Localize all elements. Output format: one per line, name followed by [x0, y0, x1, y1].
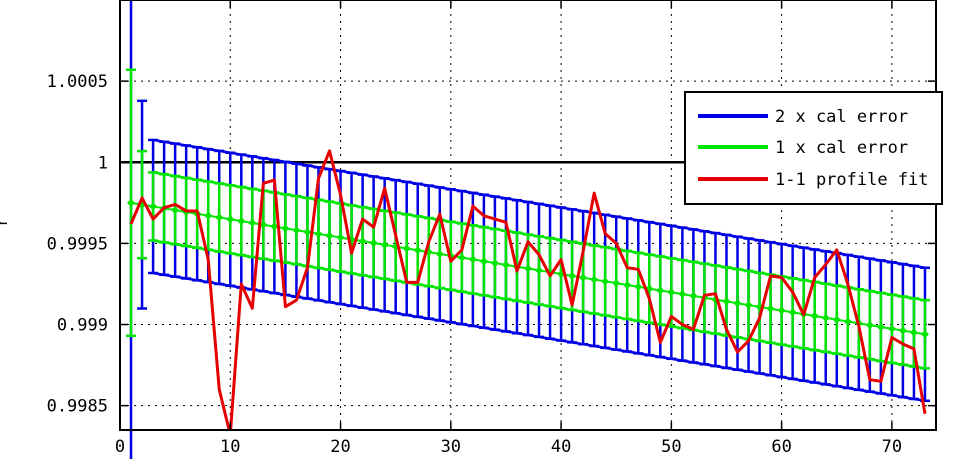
- green-center-marker: [590, 275, 599, 284]
- green-center-marker: [568, 271, 577, 280]
- green-center-marker: [413, 246, 422, 255]
- green-center-marker: [237, 217, 246, 226]
- green-center-marker: [149, 202, 158, 211]
- green-center-marker: [887, 324, 896, 333]
- green-upper-envelope: [152, 171, 926, 302]
- legend-label-1x: 1 x cal error: [775, 138, 908, 158]
- green-center-marker: [898, 326, 907, 335]
- green-center-marker: [733, 299, 742, 308]
- y-tick-label: 0.999: [57, 316, 108, 336]
- green-center-marker: [909, 328, 918, 337]
- green-center-marker: [402, 244, 411, 253]
- y-tick-label: 1.0005: [47, 72, 108, 92]
- green-center-marker: [325, 231, 334, 240]
- x-tick-label: 10: [220, 437, 240, 457]
- errorbar-1x-series: [126, 68, 930, 370]
- green-center-marker: [722, 297, 731, 306]
- green-center-marker: [501, 260, 510, 269]
- green-center-marker: [171, 206, 180, 215]
- green-center-marker: [270, 222, 279, 231]
- green-center-marker: [369, 238, 378, 247]
- green-center-marker: [314, 229, 323, 238]
- x-tick-label: 0: [115, 437, 125, 457]
- green-center-marker: [623, 280, 632, 289]
- green-center-marker: [876, 322, 885, 331]
- green-center-marker: [336, 233, 345, 242]
- green-center-marker: [777, 306, 786, 315]
- green-center-marker: [248, 218, 257, 227]
- green-center-marker: [380, 240, 389, 249]
- green-center-marker: [358, 237, 367, 246]
- green-center-marker: [843, 317, 852, 326]
- x-tick-label: 30: [441, 437, 461, 457]
- green-center-marker: [678, 290, 687, 299]
- green-center-marker: [744, 301, 753, 310]
- green-center-marker: [821, 313, 830, 322]
- green-center-marker: [689, 291, 698, 300]
- legend: 2 x cal error 1 x cal error 1-1 profile …: [684, 91, 943, 205]
- green-center-marker: [612, 279, 621, 288]
- green-center-marker: [601, 277, 610, 286]
- y-tick-label: 0.9995: [47, 234, 108, 254]
- green-center-marker: [204, 211, 213, 220]
- green-center-marker: [281, 224, 290, 233]
- green-center-marker: [535, 266, 544, 275]
- green-center-marker: [788, 308, 797, 317]
- green-center-marker: [435, 249, 444, 258]
- green-center-marker: [766, 304, 775, 313]
- green-center-marker: [656, 286, 665, 295]
- blue-lower-envelope: [152, 271, 926, 403]
- green-center-marker: [832, 315, 841, 324]
- y-tick-label: 0.9985: [47, 397, 108, 417]
- green-center-marker: [215, 213, 224, 222]
- green-center-marker: [479, 257, 488, 266]
- green-center-marker: [579, 273, 588, 282]
- green-center-marker: [457, 253, 466, 262]
- green-center-marker: [810, 312, 819, 321]
- tick-labels: 0 10 20 30 40 50 60 70 0.9985 0.999 0.9995 1 1.0005: [47, 72, 903, 457]
- y-tick-label: 1: [98, 153, 108, 173]
- errorbar-2x-series: [129, 0, 930, 459]
- green-center-marker: [292, 226, 301, 235]
- green-center-marker: [127, 198, 136, 207]
- green-center-marker: [226, 215, 235, 224]
- green-center-marker: [667, 288, 676, 297]
- profile-fit-series: [129, 149, 927, 430]
- green-center-marker: [524, 264, 532, 273]
- x-tick-label: 70: [882, 437, 902, 457]
- plot-frame: [119, 0, 937, 431]
- legend-label-2x: 2 x cal error: [775, 107, 908, 127]
- green-center-marker: [634, 282, 643, 291]
- x-tick-label: 60: [771, 437, 791, 457]
- x-tick-label: 40: [551, 437, 571, 457]
- green-center-marker: [920, 330, 929, 339]
- axes-frame: [119, 0, 937, 431]
- x-tick-label: 50: [661, 437, 681, 457]
- blue-upper-envelope: [152, 138, 926, 269]
- green-center-marker: [490, 259, 499, 268]
- legend-label-fit: 1-1 profile fit: [775, 170, 929, 190]
- y-axis-label: r: [0, 217, 12, 227]
- x-tick-label: 20: [330, 437, 350, 457]
- green-center-marker: [303, 228, 312, 237]
- green-center-marker: [468, 255, 477, 264]
- profile-fit-line: [129, 149, 927, 430]
- green-center-marker: [865, 321, 874, 330]
